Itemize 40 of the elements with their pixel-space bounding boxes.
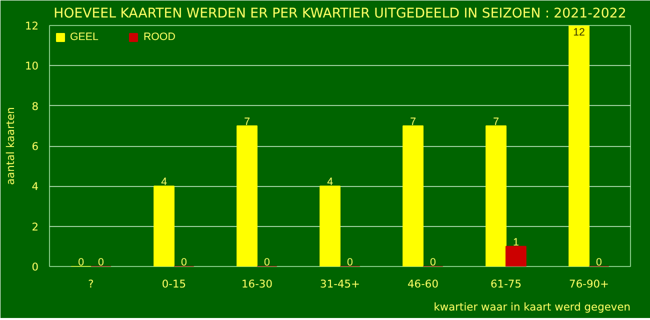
data-label: 0	[346, 256, 353, 268]
bar	[506, 246, 526, 266]
x-tick-label: 76-90+	[569, 278, 609, 290]
y-tick-label: 10	[24, 60, 39, 73]
data-label: 7	[244, 116, 250, 128]
x-tick-label: 16-30	[242, 278, 273, 290]
bar	[154, 186, 174, 266]
data-label: 0	[430, 256, 436, 268]
y-axis-title: aantal kaarten	[4, 107, 17, 185]
data-label: 7	[410, 116, 416, 128]
y-tick-label: 4	[32, 180, 39, 194]
legend-label: GEEL	[70, 31, 98, 43]
legend-label: ROOD	[143, 31, 176, 43]
data-label: 7	[493, 116, 500, 128]
data-label: 0	[264, 256, 270, 268]
data-label: 12	[573, 26, 586, 38]
y-tick-label: 12	[24, 20, 39, 32]
bar	[236, 125, 258, 266]
x-tick-label: 31-45+	[320, 278, 360, 290]
y-tick-label: 8	[32, 100, 39, 113]
chart-title: HOEVEEL KAARTEN WERDEN ER PER KWARTIER UITGEDEELD IN SEIZOEN : 2021-2022	[54, 6, 626, 22]
x-tick-label: 0-15	[162, 278, 186, 290]
data-label: 0	[98, 256, 104, 268]
x-axis-title: kwartier waar in kaart werd gegeven	[434, 300, 631, 314]
x-tick-label: 46-60	[408, 278, 439, 290]
bar	[320, 186, 340, 266]
data-label: 4	[327, 176, 334, 188]
bar	[568, 26, 590, 266]
y-tick-label: 0	[32, 260, 39, 274]
data-label: 0	[180, 256, 187, 268]
x-tick-label: 61-75	[490, 278, 522, 290]
data-label: 0	[78, 256, 84, 268]
data-label: 1	[512, 236, 519, 248]
bar	[402, 125, 424, 266]
data-label: 0	[596, 256, 602, 268]
bar	[486, 125, 506, 266]
y-tick-label: 2	[32, 220, 38, 234]
x-tick-label: ?	[88, 278, 94, 290]
y-tick-label: 6	[32, 140, 39, 153]
data-label: 4	[161, 176, 168, 188]
